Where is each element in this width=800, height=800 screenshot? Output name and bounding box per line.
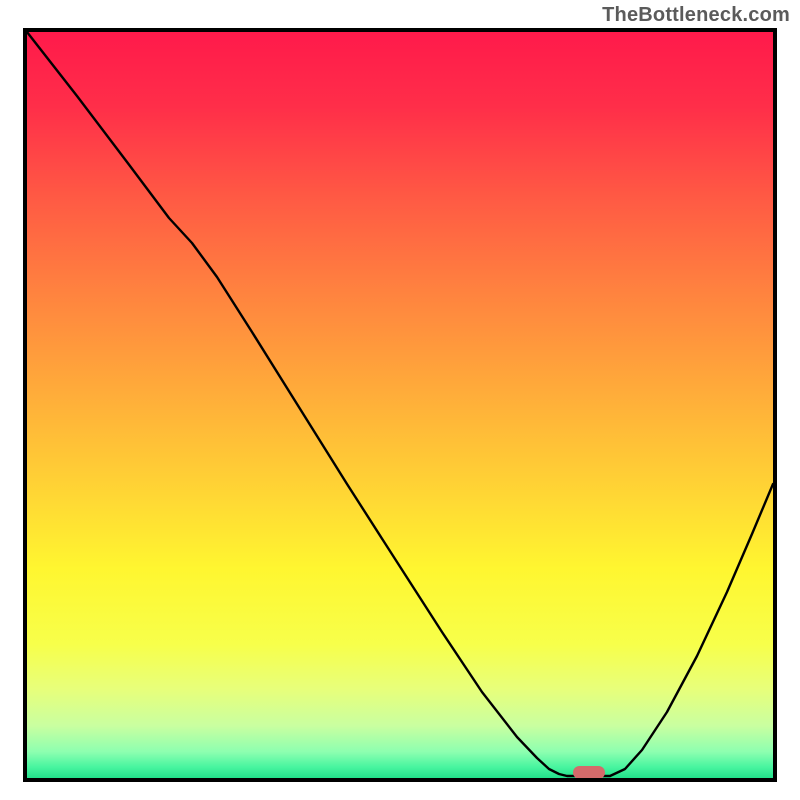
bottleneck-curve	[27, 32, 773, 778]
watermark-text: TheBottleneck.com	[602, 4, 790, 27]
optimal-marker	[573, 766, 605, 779]
plot-area	[27, 32, 773, 778]
chart-container: { "canvas": { "width": 800, "height": 80…	[0, 0, 800, 800]
